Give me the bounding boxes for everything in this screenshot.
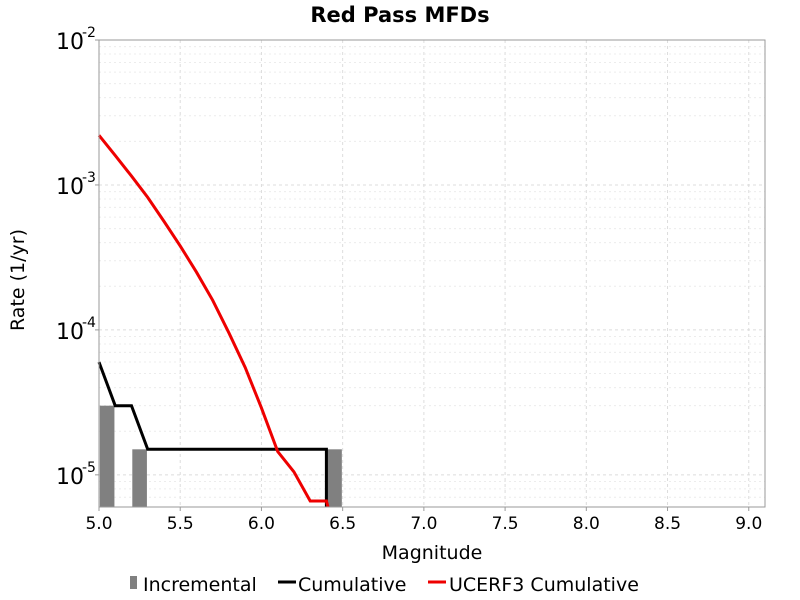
- y-tick-label: 10: [56, 175, 84, 200]
- y-tick-exponent: -3: [82, 170, 96, 186]
- x-tick-label: 7.0: [410, 514, 437, 534]
- series-line-ucerf3-cumulative: [97, 134, 330, 508]
- y-tick-label: 10: [56, 30, 84, 55]
- incremental-bars: [99, 405, 342, 507]
- x-axis-ticks: 5.0 5.5 6.0 6.5 7.0 7.5 8.0 8.5 9.0: [85, 507, 762, 534]
- plot-area: [99, 40, 765, 507]
- x-axis-label: Magnitude: [382, 542, 483, 564]
- x-tick-label: 8.0: [573, 514, 600, 534]
- series-lines: [97, 134, 330, 508]
- x-tick-label: 5.0: [85, 514, 112, 534]
- incremental-bar: [132, 449, 147, 507]
- chart-title: Red Pass MFDs: [310, 3, 489, 27]
- legend-swatch-incremental: [130, 576, 137, 589]
- legend-entry: UCERF3 Cumulative: [449, 574, 639, 596]
- series-line-cumulative: [97, 361, 328, 507]
- y-tick-exponent: -5: [82, 460, 96, 476]
- plot-border: [98, 39, 766, 508]
- y-tick-exponent: -2: [82, 25, 96, 41]
- legend-entry: Incremental: [143, 574, 257, 596]
- x-tick-label: 9.0: [735, 514, 762, 534]
- x-tick-label: 8.5: [654, 514, 681, 534]
- grid-lines: [98, 39, 765, 508]
- x-tick-label: 6.5: [329, 514, 356, 534]
- incremental-bar: [99, 405, 115, 507]
- y-tick-label: 10: [56, 320, 84, 345]
- y-tick-label: 10: [56, 465, 84, 490]
- legend-entry: Cumulative: [298, 574, 406, 596]
- y-axis-ticks: 10-510-410-310-2: [56, 25, 99, 490]
- incremental-bar: [327, 449, 342, 507]
- legend: Incremental Cumulative UCERF3 Cumulative: [130, 574, 639, 596]
- y-axis-label: Rate (1/yr): [7, 229, 29, 331]
- x-tick-label: 6.0: [248, 514, 275, 534]
- x-tick-label: 7.5: [492, 514, 519, 534]
- x-tick-label: 5.5: [167, 514, 194, 534]
- y-tick-exponent: -4: [82, 315, 96, 331]
